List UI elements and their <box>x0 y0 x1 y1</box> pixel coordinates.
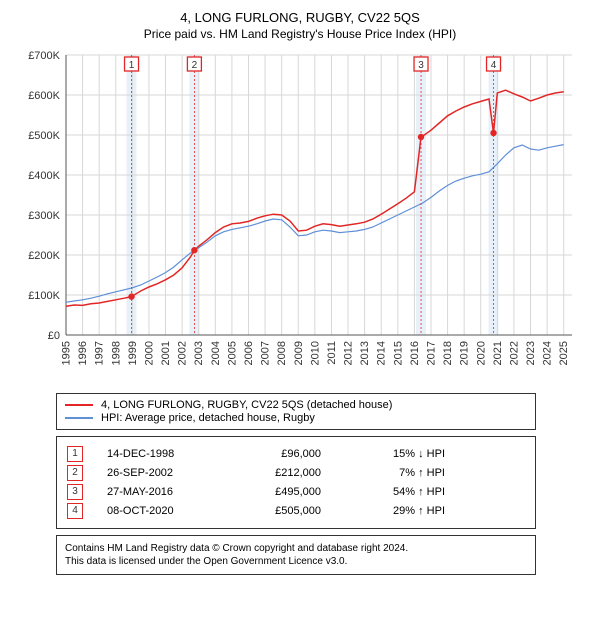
transaction-price: £505,000 <box>241 505 321 517</box>
svg-text:£100K: £100K <box>28 290 60 302</box>
transaction-date: 26-SEP-2002 <box>107 467 217 479</box>
svg-text:2001: 2001 <box>160 341 172 365</box>
price-chart: £0 £100K £200K £300K £400K £500K £600K £700K 199… <box>20 47 580 387</box>
svg-text:2006: 2006 <box>243 341 255 365</box>
svg-text:£0: £0 <box>48 330 60 342</box>
svg-text:1999: 1999 <box>127 341 139 365</box>
svg-text:£300K: £300K <box>28 210 60 222</box>
transaction-price: £495,000 <box>241 486 321 498</box>
svg-text:2002: 2002 <box>177 341 189 365</box>
svg-text:2013: 2013 <box>359 341 371 365</box>
transaction-date: 27-MAY-2016 <box>107 486 217 498</box>
svg-text:2018: 2018 <box>442 341 454 365</box>
transaction-date: 08-OCT-2020 <box>107 505 217 517</box>
transaction-row: 4 08-OCT-2020 £505,000 29% ↑ HPI <box>67 503 525 519</box>
svg-text:2014: 2014 <box>376 341 388 365</box>
svg-text:2022: 2022 <box>508 341 520 365</box>
transaction-row: 1 14-DEC-1998 £96,000 15% ↓ HPI <box>67 446 525 462</box>
transaction-row: 3 27-MAY-2016 £495,000 54% ↑ HPI <box>67 484 525 500</box>
svg-text:2009: 2009 <box>293 341 305 365</box>
transaction-marker: 3 <box>67 484 83 500</box>
transaction-row: 2 26-SEP-2002 £212,000 7% ↑ HPI <box>67 465 525 481</box>
legend-swatch <box>65 404 93 406</box>
svg-text:£400K: £400K <box>28 170 60 182</box>
svg-text:2019: 2019 <box>459 341 471 365</box>
svg-text:1998: 1998 <box>110 341 122 365</box>
svg-text:1995: 1995 <box>61 341 73 365</box>
footer-line-2: This data is licensed under the Open Gov… <box>65 555 527 568</box>
svg-text:2025: 2025 <box>558 341 570 365</box>
legend-label: HPI: Average price, detached house, Rugb… <box>101 412 315 424</box>
svg-text:£200K: £200K <box>28 250 60 262</box>
svg-text:4: 4 <box>491 60 497 71</box>
transaction-vs-hpi: 7% ↑ HPI <box>345 467 445 479</box>
svg-text:2000: 2000 <box>143 341 155 365</box>
svg-text:1996: 1996 <box>77 341 89 365</box>
chart-title: 4, LONG FURLONG, RUGBY, CV22 5QS <box>10 10 590 25</box>
transaction-date: 14-DEC-1998 <box>107 448 217 460</box>
svg-text:£600K: £600K <box>28 90 60 102</box>
legend-row: 4, LONG FURLONG, RUGBY, CV22 5QS (detach… <box>65 399 527 411</box>
svg-text:2024: 2024 <box>542 341 554 365</box>
svg-text:2023: 2023 <box>525 341 537 365</box>
footer-line-1: Contains HM Land Registry data © Crown c… <box>65 542 527 555</box>
transaction-vs-hpi: 54% ↑ HPI <box>345 486 445 498</box>
svg-text:2012: 2012 <box>343 341 355 365</box>
transaction-marker: 2 <box>67 465 83 481</box>
svg-text:2010: 2010 <box>309 341 321 365</box>
footer-attribution: Contains HM Land Registry data © Crown c… <box>56 535 536 575</box>
transaction-price: £212,000 <box>241 467 321 479</box>
transactions-table: 1 14-DEC-1998 £96,000 15% ↓ HPI 2 26-SEP-2002… <box>56 436 536 529</box>
svg-text:2007: 2007 <box>260 341 272 365</box>
svg-text:2021: 2021 <box>492 341 504 365</box>
svg-text:2016: 2016 <box>409 341 421 365</box>
legend: 4, LONG FURLONG, RUGBY, CV22 5QS (detach… <box>56 393 536 430</box>
transaction-marker: 4 <box>67 503 83 519</box>
chart-subtitle: Price paid vs. HM Land Registry's House … <box>10 27 590 41</box>
svg-text:1: 1 <box>129 60 135 71</box>
svg-text:2003: 2003 <box>193 341 205 365</box>
svg-text:£700K: £700K <box>28 50 60 62</box>
svg-text:1997: 1997 <box>94 341 106 365</box>
transaction-price: £96,000 <box>241 448 321 460</box>
transaction-vs-hpi: 15% ↓ HPI <box>345 448 445 460</box>
svg-text:2004: 2004 <box>210 341 222 365</box>
legend-label: 4, LONG FURLONG, RUGBY, CV22 5QS (detach… <box>101 399 392 411</box>
svg-text:2020: 2020 <box>475 341 487 365</box>
svg-text:2: 2 <box>192 60 198 71</box>
legend-swatch <box>65 417 93 419</box>
svg-text:2017: 2017 <box>426 341 438 365</box>
svg-text:3: 3 <box>418 60 424 71</box>
svg-text:2011: 2011 <box>326 341 338 365</box>
svg-text:£500K: £500K <box>28 130 60 142</box>
transaction-vs-hpi: 29% ↑ HPI <box>345 505 445 517</box>
legend-row: HPI: Average price, detached house, Rugb… <box>65 412 527 424</box>
transaction-marker: 1 <box>67 446 83 462</box>
svg-text:2008: 2008 <box>276 341 288 365</box>
svg-text:2005: 2005 <box>226 341 238 365</box>
svg-text:2015: 2015 <box>392 341 404 365</box>
